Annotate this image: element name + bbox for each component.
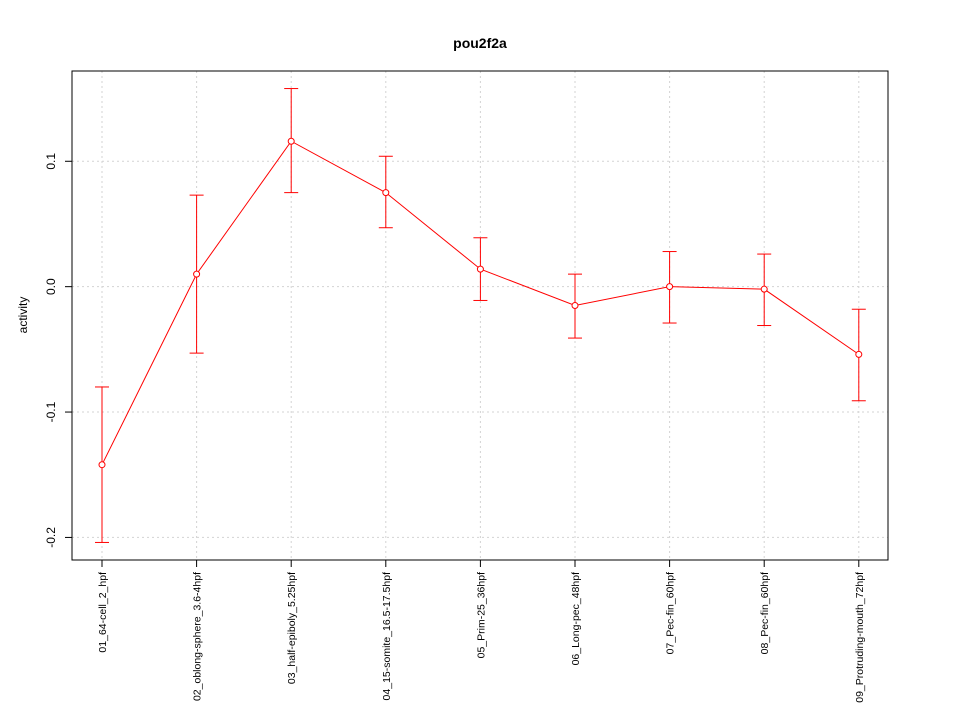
data-point (666, 283, 674, 291)
chart-title: pou2f2a (453, 35, 507, 51)
data-point (193, 270, 201, 278)
y-tick-label: 0.1 (44, 153, 58, 170)
y-tick-label: 0.0 (44, 278, 58, 295)
plot-frame (71, 70, 889, 561)
x-tick-label: 03_half-epiboly_5.25hpf (286, 572, 298, 684)
axes: -0.2 -0.1 0.0 0.1 01_64-cell_2_hpf 02_oblong-… (44, 153, 866, 703)
data-point (855, 350, 863, 358)
x-tick-label: 06_Long-pec_48hpf (570, 572, 582, 666)
grid (72, 71, 888, 560)
y-tick-label: -0.1 (44, 401, 58, 422)
data-point (476, 265, 484, 273)
x-tick-label: 02_oblong-sphere_3.6-4hpf (192, 572, 204, 701)
x-tick-label: 07_Pec-fin_60hpf (665, 572, 677, 654)
data-point (571, 301, 579, 309)
x-tick-label: 05_Prim-25_36hpf (475, 572, 487, 658)
x-tick-label: 09_Protruding-mouth_72hpf (854, 572, 866, 703)
data-point (98, 461, 106, 469)
series (95, 88, 866, 543)
x-tick-label: 08_Pec-fin_60hpf (759, 572, 771, 654)
data-point (287, 137, 295, 145)
y-axis-label: activity (16, 297, 30, 334)
y-tick-label: -0.2 (44, 527, 58, 548)
data-point (760, 285, 768, 293)
data-point (382, 189, 390, 197)
x-tick-label: 01_64-cell_2_hpf (97, 572, 109, 653)
x-tick-label: 04_15-somite_16.5-17.5hpf (381, 572, 393, 701)
